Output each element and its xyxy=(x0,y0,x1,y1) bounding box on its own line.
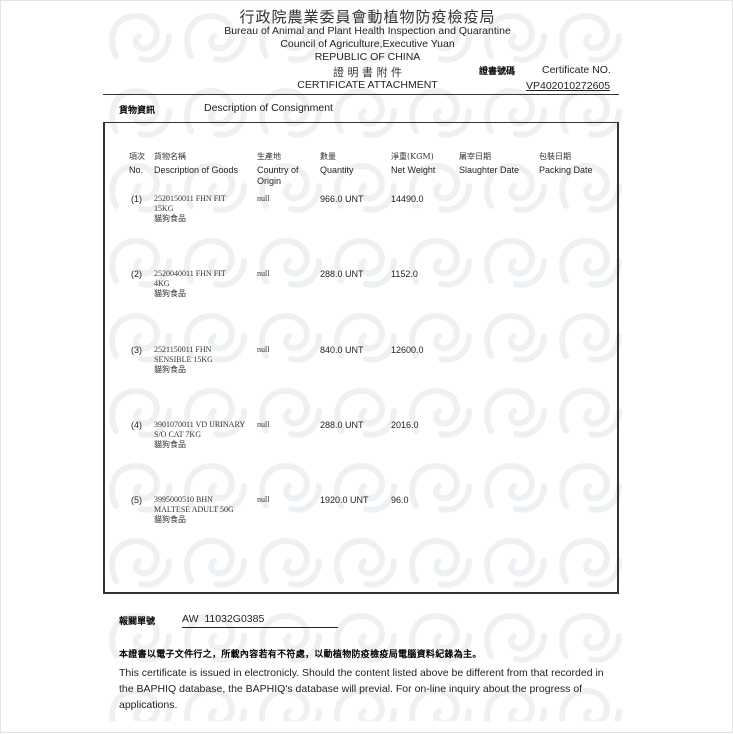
goods-description-line: MALTESE ADULT 50G xyxy=(154,505,234,514)
agency-name-en: Bureau of Animal and Plant Health Inspec… xyxy=(224,25,511,37)
col-net-weight-en: Net Weight xyxy=(391,165,436,175)
consignment-label-en: Description of Consignment xyxy=(204,102,333,114)
quantity: 840.0 UNT xyxy=(320,345,364,355)
country-of-origin: null xyxy=(257,345,270,354)
col-packing-en: Packing Date xyxy=(539,165,593,175)
col-desc-en: Description of Goods xyxy=(154,165,239,175)
col-quantity-en: Quantity xyxy=(320,165,354,175)
net-weight: 14490.0 xyxy=(391,194,424,204)
net-weight: 1152.0 xyxy=(391,269,418,279)
goods-description-line: 貓狗食品 xyxy=(154,365,186,374)
country-of-origin: null xyxy=(257,194,270,203)
consignment-table xyxy=(103,122,619,594)
country-of-origin: null xyxy=(257,269,270,278)
goods-description-line: 2521150011 FHN xyxy=(154,345,212,354)
country-name: REPUBLIC OF CHINA xyxy=(314,51,421,63)
quantity: 288.0 UNT xyxy=(320,269,364,279)
goods-description-line: 3901070011 VD URINARY xyxy=(154,420,246,429)
council-name: Council of Agriculture,Executive Yuan xyxy=(280,38,455,50)
net-weight: 12600.0 xyxy=(391,345,424,355)
header-divider xyxy=(103,94,619,95)
row-number: (5) xyxy=(131,495,142,505)
quantity: 966.0 UNT xyxy=(320,194,364,204)
customs-label-zh: 報關單號 xyxy=(119,617,156,627)
row-number: (4) xyxy=(131,420,142,430)
goods-description-line: 貓狗食品 xyxy=(154,289,186,298)
country-of-origin: null xyxy=(257,495,270,504)
goods-description-line: 貓狗食品 xyxy=(154,515,186,524)
goods-description-line: 貓狗食品 xyxy=(154,214,186,223)
col-quantity-zh: 數量 xyxy=(320,152,336,161)
cert-no-label-zh: 證書號碼 xyxy=(479,67,516,77)
net-weight: 2016.0 xyxy=(391,420,419,430)
col-slaughter-en: Slaughter Date xyxy=(459,165,520,175)
col-net-weight-zh: 淨重(KGM) xyxy=(391,152,434,161)
row-number: (3) xyxy=(131,345,142,355)
net-weight: 96.0 xyxy=(391,495,409,505)
cert-no-value: VP402010272605 xyxy=(526,80,611,92)
goods-description-line: 15KG xyxy=(154,204,174,213)
agency-name-zh: 行政院農業委員會動植物防疫檢疫局 xyxy=(239,8,496,26)
customs-number: AW 11032G0385 xyxy=(182,613,338,628)
goods-description-line: 2520150011 FHN FIT xyxy=(154,194,226,203)
cert-no-label-en: Certificate NO. xyxy=(542,64,611,76)
quantity: 288.0 UNT xyxy=(320,420,364,430)
goods-description-line: 4KG xyxy=(154,279,170,288)
col-desc-zh: 貨物名稱 xyxy=(154,152,186,161)
row-number: (2) xyxy=(131,269,142,279)
col-slaughter-zh: 屠宰日期 xyxy=(459,152,491,161)
col-no-zh: 項次 xyxy=(129,152,145,161)
notice-zh: 本證書以電子文件行之，所載內容若有不符處，以動植物防疫檢疫局電腦資料紀錄為主。 xyxy=(119,650,482,660)
quantity: 1920.0 UNT xyxy=(320,495,369,505)
goods-description-line: S/O CAT 7KG xyxy=(154,430,201,439)
row-number: (1) xyxy=(131,194,142,204)
col-origin-en: Country of Origin xyxy=(257,165,299,186)
goods-description-line: 2520040011 FHN FIT xyxy=(154,269,226,278)
notice-en: This certificate is issued in electronic… xyxy=(119,667,604,711)
goods-description-line: SENSIBLE 15KG xyxy=(154,355,213,364)
col-packing-zh: 包裝日期 xyxy=(539,152,571,161)
goods-description-line: 貓狗食品 xyxy=(154,440,186,449)
col-origin-zh: 生產地 xyxy=(257,152,281,161)
col-no-en: No. xyxy=(129,165,144,175)
doc-title-zh: 證 明 書 附 件 xyxy=(333,66,402,79)
country-of-origin: null xyxy=(257,420,270,429)
consignment-label-zh: 貨物資訊 xyxy=(119,106,156,116)
goods-description-line: 3995000510 BHN xyxy=(154,495,213,504)
doc-title-en: CERTIFICATE ATTACHMENT xyxy=(297,79,438,91)
